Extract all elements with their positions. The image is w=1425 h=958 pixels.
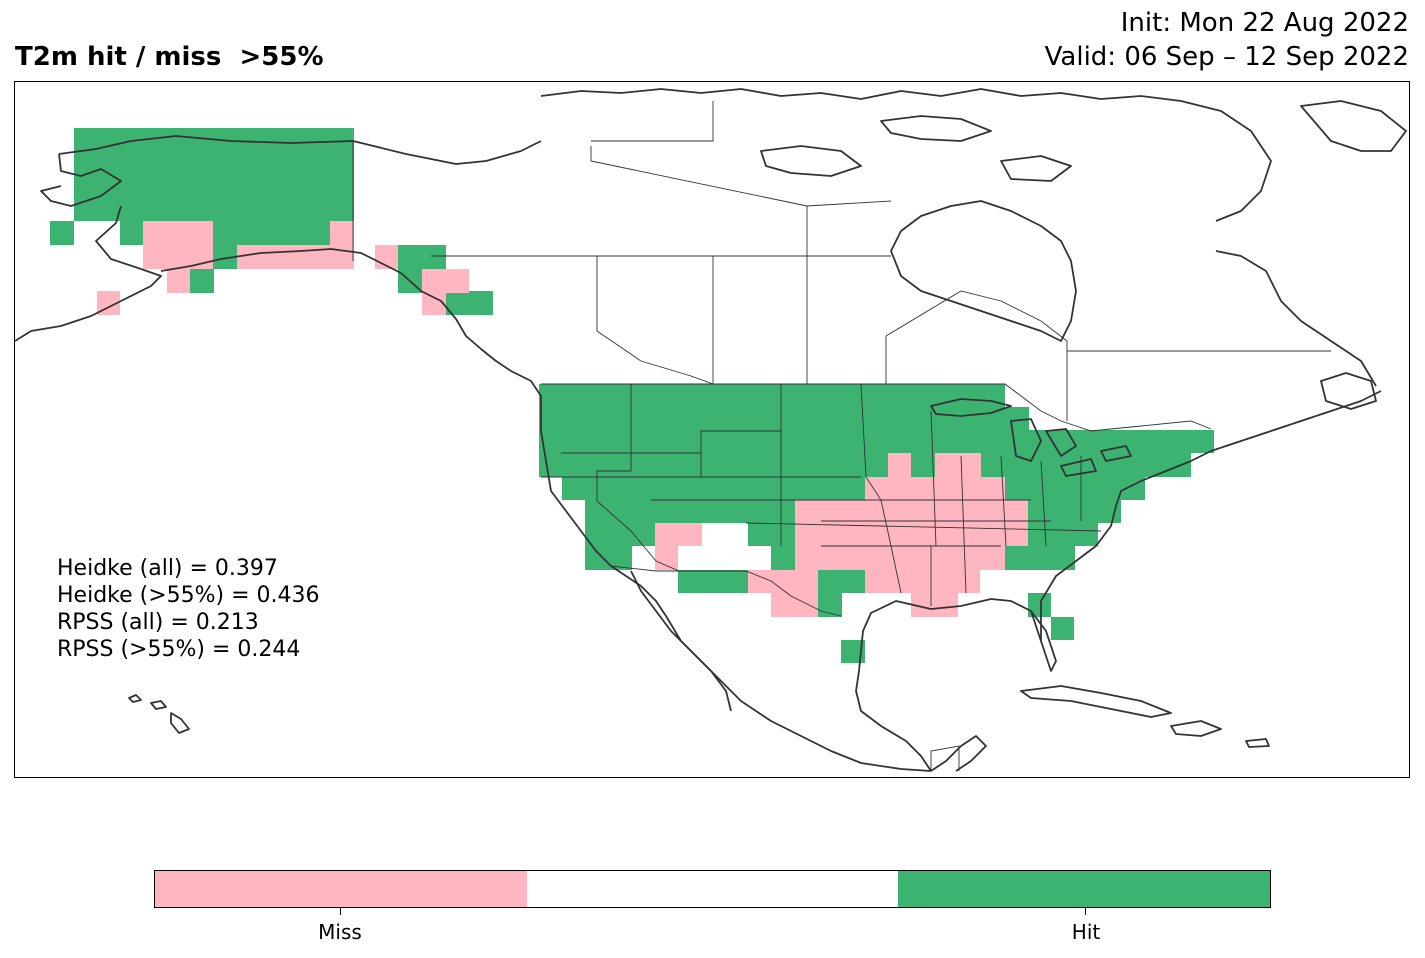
rpss-all: RPSS (all) = 0.213	[57, 610, 259, 635]
colorbar-hit-segment	[898, 871, 1271, 907]
colorbar-tick-miss	[340, 908, 341, 915]
heidke-all: Heidke (all) = 0.397	[57, 556, 278, 581]
init-date: Init: Mon 22 Aug 2022	[1120, 8, 1409, 38]
colorbar-label-miss: Miss	[318, 920, 362, 944]
coastlines	[15, 88, 1407, 772]
valid-period: Valid: 06 Sep – 12 Sep 2022	[1044, 42, 1409, 72]
colorbar-tick-hit	[1085, 908, 1086, 915]
north-america-map	[15, 88, 1407, 772]
hit-cells	[50, 128, 1214, 663]
map-title: T2m hit / miss >55%	[15, 42, 324, 72]
rpss-55: RPSS (>55%) = 0.244	[57, 637, 301, 662]
colorbar	[154, 870, 1271, 908]
heidke-55: Heidke (>55%) = 0.436	[57, 583, 320, 608]
miss-cells	[97, 221, 1028, 617]
political-borders	[352, 101, 1331, 771]
map-frame	[14, 81, 1410, 778]
colorbar-neutral-segment	[526, 871, 899, 907]
colorbar-miss-segment	[155, 871, 527, 907]
skill-scores: Heidke (all) = 0.397 Heidke (>55%) = 0.4…	[57, 555, 320, 663]
colorbar-label-hit: Hit	[1071, 920, 1101, 944]
